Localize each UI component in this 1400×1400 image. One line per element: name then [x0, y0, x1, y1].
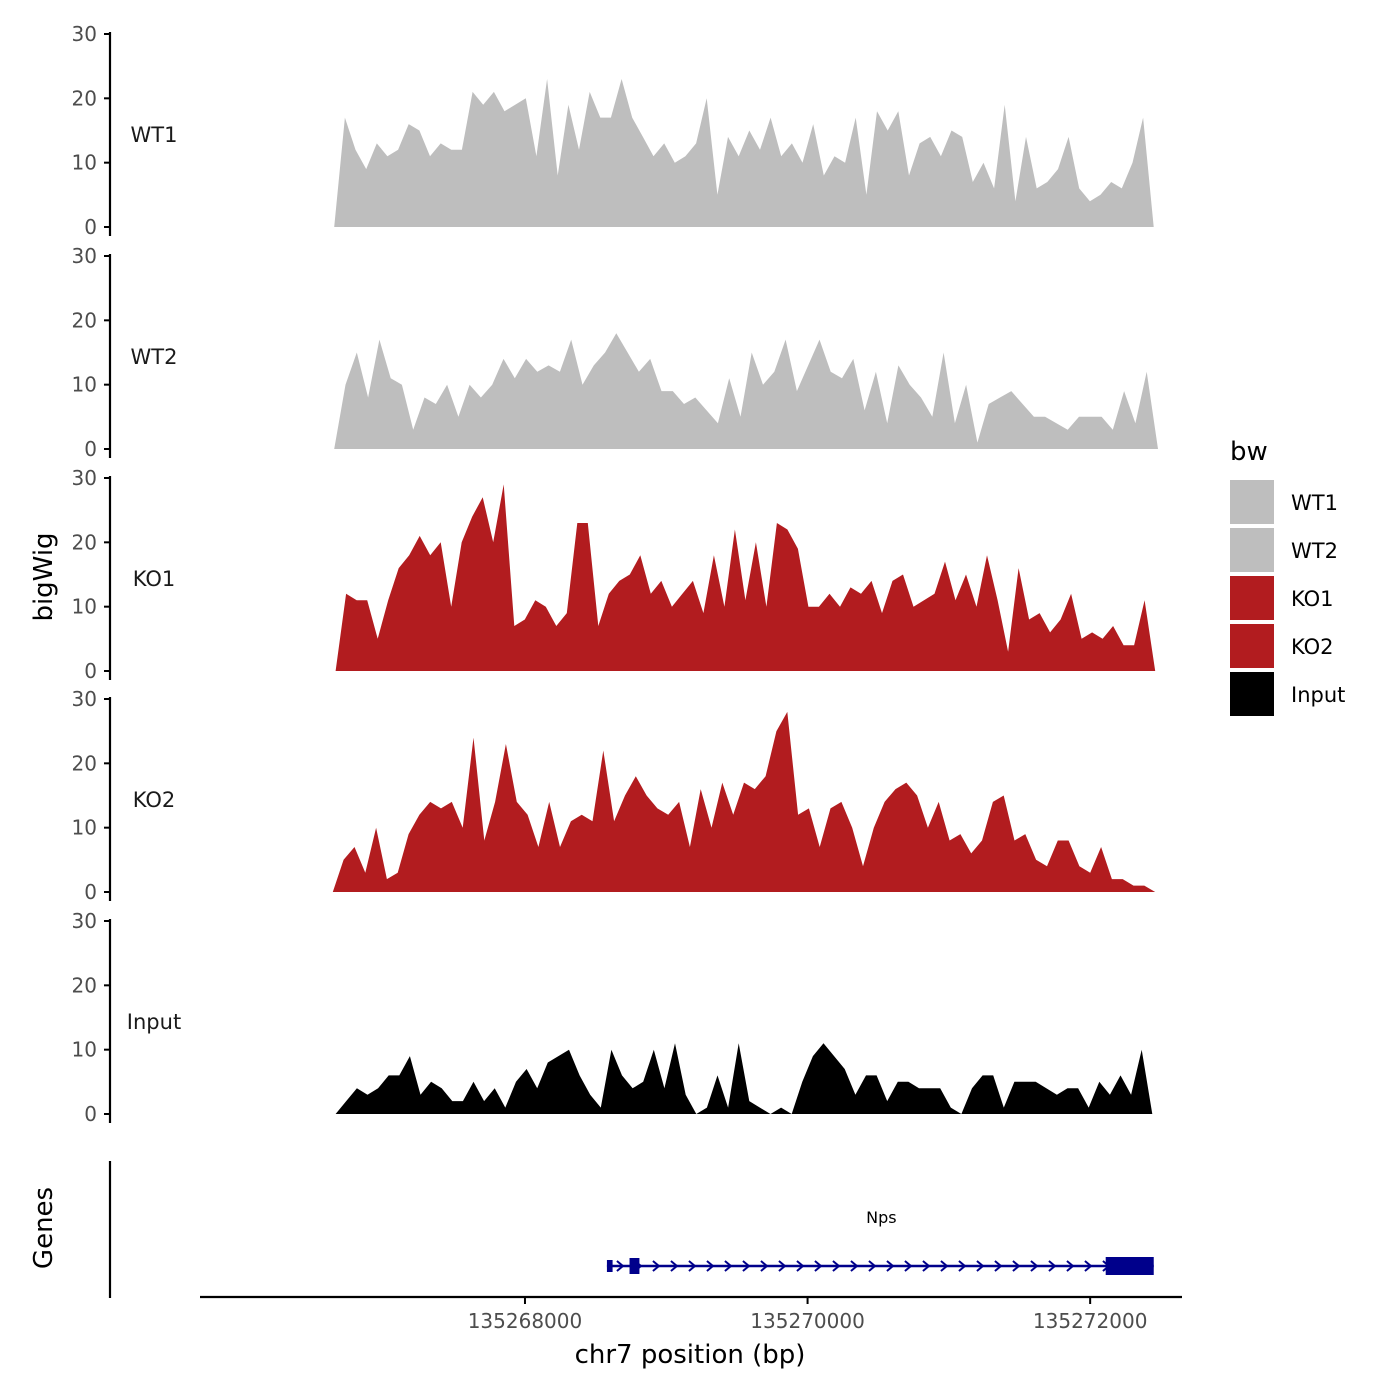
- legend-item-input: Input: [1230, 672, 1345, 716]
- x-tick-label: 135268000: [468, 1309, 583, 1333]
- strand-arrow-icon: [1012, 1260, 1021, 1272]
- legend-label: KO2: [1291, 635, 1334, 659]
- legend-item-wt2: WT2: [1230, 528, 1338, 572]
- strand-arrow-icon: [1030, 1260, 1039, 1272]
- x-tick-label: 135272000: [1033, 1309, 1148, 1333]
- coverage-area-input: [335, 1043, 1153, 1114]
- strand-arrow-icon: [868, 1260, 877, 1272]
- strand-arrow-icon: [994, 1260, 1003, 1272]
- track-label: WT2: [131, 345, 178, 369]
- x-tick-label: 135270000: [750, 1309, 865, 1333]
- y-tick-label: 20: [72, 530, 97, 554]
- strand-arrow-icon: [724, 1260, 733, 1272]
- strand-arrow-icon: [850, 1260, 859, 1272]
- strand-arrow-icon: [760, 1260, 769, 1272]
- y-tick-label: 20: [72, 86, 97, 110]
- strand-arrow-icon: [832, 1260, 841, 1272]
- genes-axis-title: Genes: [29, 1187, 59, 1269]
- strand-arrow-icon: [1066, 1260, 1075, 1272]
- y-tick-label: 20: [72, 751, 97, 775]
- coverage-area-ko2: [332, 711, 1156, 892]
- gene-exon: [1105, 1257, 1154, 1275]
- strand-arrow-icon: [814, 1260, 823, 1272]
- gene-exon: [606, 1260, 613, 1272]
- legend-swatch: [1230, 624, 1274, 668]
- strand-arrow-icon: [886, 1260, 895, 1272]
- strand-arrow-icon: [778, 1260, 787, 1272]
- track-ko1: 0 10 20 30 KO1: [72, 466, 1156, 683]
- strand-arrow-icon: [958, 1260, 967, 1272]
- track-label: WT1: [131, 123, 178, 147]
- y-axis-title: bigWig: [29, 532, 59, 621]
- gene-track: Nps: [108, 1161, 1154, 1298]
- y-tick-label: 10: [72, 1038, 97, 1062]
- strand-arrow-icon: [742, 1260, 751, 1272]
- y-tick-label: 30: [72, 687, 97, 711]
- strand-arrow-icon: [706, 1260, 715, 1272]
- legend-swatch: [1230, 576, 1274, 620]
- strand-arrow-icon: [652, 1260, 661, 1272]
- track-label: KO1: [133, 567, 176, 591]
- y-tick-label: 0: [84, 880, 97, 904]
- legend-item-ko2: KO2: [1230, 624, 1334, 668]
- y-tick-label: 20: [72, 308, 97, 332]
- legend-item-wt1: WT1: [1230, 480, 1338, 524]
- legend-item-ko1: KO1: [1230, 576, 1334, 620]
- legend-label: KO1: [1291, 587, 1334, 611]
- y-tick-label: 0: [84, 437, 97, 461]
- coverage-area-wt1: [334, 79, 1154, 227]
- y-tick-label: 0: [84, 1102, 97, 1126]
- coverage-area-ko1: [335, 484, 1156, 671]
- gene-nps: Nps: [606, 1208, 1154, 1275]
- track-ko2: 0 10 20 30 KO2: [72, 687, 1156, 904]
- track-input: 0 10 20 30 Input: [72, 909, 1153, 1126]
- strand-arrow-icon: [688, 1260, 697, 1272]
- y-tick-label: 10: [72, 816, 97, 840]
- y-tick-label: 10: [72, 595, 97, 619]
- y-tick-label: 30: [72, 22, 97, 46]
- y-tick-label: 0: [84, 215, 97, 239]
- track-wt1: 0 10 20 30 WT1: [72, 22, 1154, 239]
- strand-arrow-icon: [1084, 1260, 1093, 1272]
- coverage-tracks: 0 10 20 30 WT1 0 10 20 30 WT2 0 10 20 30 KO1 0 10 20 30 KO2…: [72, 22, 1158, 1126]
- gene-exon: [629, 1258, 640, 1274]
- strand-arrow-icon: [796, 1260, 805, 1272]
- track-label: Input: [127, 1010, 181, 1034]
- strand-arrow-icon: [922, 1260, 931, 1272]
- legend-label: WT1: [1291, 491, 1338, 515]
- legend-swatch: [1230, 672, 1274, 716]
- strand-arrow-icon: [670, 1260, 679, 1272]
- y-tick-label: 30: [72, 466, 97, 490]
- y-tick-label: 30: [72, 909, 97, 933]
- gene-label: Nps: [866, 1208, 896, 1227]
- track-wt2: 0 10 20 30 WT2: [72, 244, 1158, 461]
- strand-arrow-icon: [976, 1260, 985, 1272]
- strand-arrow-icon: [904, 1260, 913, 1272]
- y-tick-label: 30: [72, 244, 97, 268]
- strand-arrow-icon: [1048, 1260, 1057, 1272]
- y-tick-label: 10: [72, 151, 97, 175]
- legend-swatch: [1230, 480, 1274, 524]
- y-tick-label: 0: [84, 659, 97, 683]
- y-tick-label: 20: [72, 973, 97, 997]
- strand-arrow-icon: [940, 1260, 949, 1272]
- legend: bw WT1 WT2 KO1 KO2 Input: [1230, 437, 1345, 716]
- legend-title: bw: [1230, 437, 1268, 467]
- x-axis: 135268000 135270000 135272000: [200, 1295, 1182, 1333]
- y-tick-label: 10: [72, 373, 97, 397]
- track-label: KO2: [133, 788, 176, 812]
- coverage-area-wt2: [334, 333, 1158, 449]
- x-axis-title: chr7 position (bp): [575, 1340, 806, 1370]
- legend-label: WT2: [1291, 539, 1338, 563]
- legend-label: Input: [1291, 683, 1345, 707]
- legend-swatch: [1230, 528, 1274, 572]
- strand-arrow-icon: [616, 1260, 625, 1272]
